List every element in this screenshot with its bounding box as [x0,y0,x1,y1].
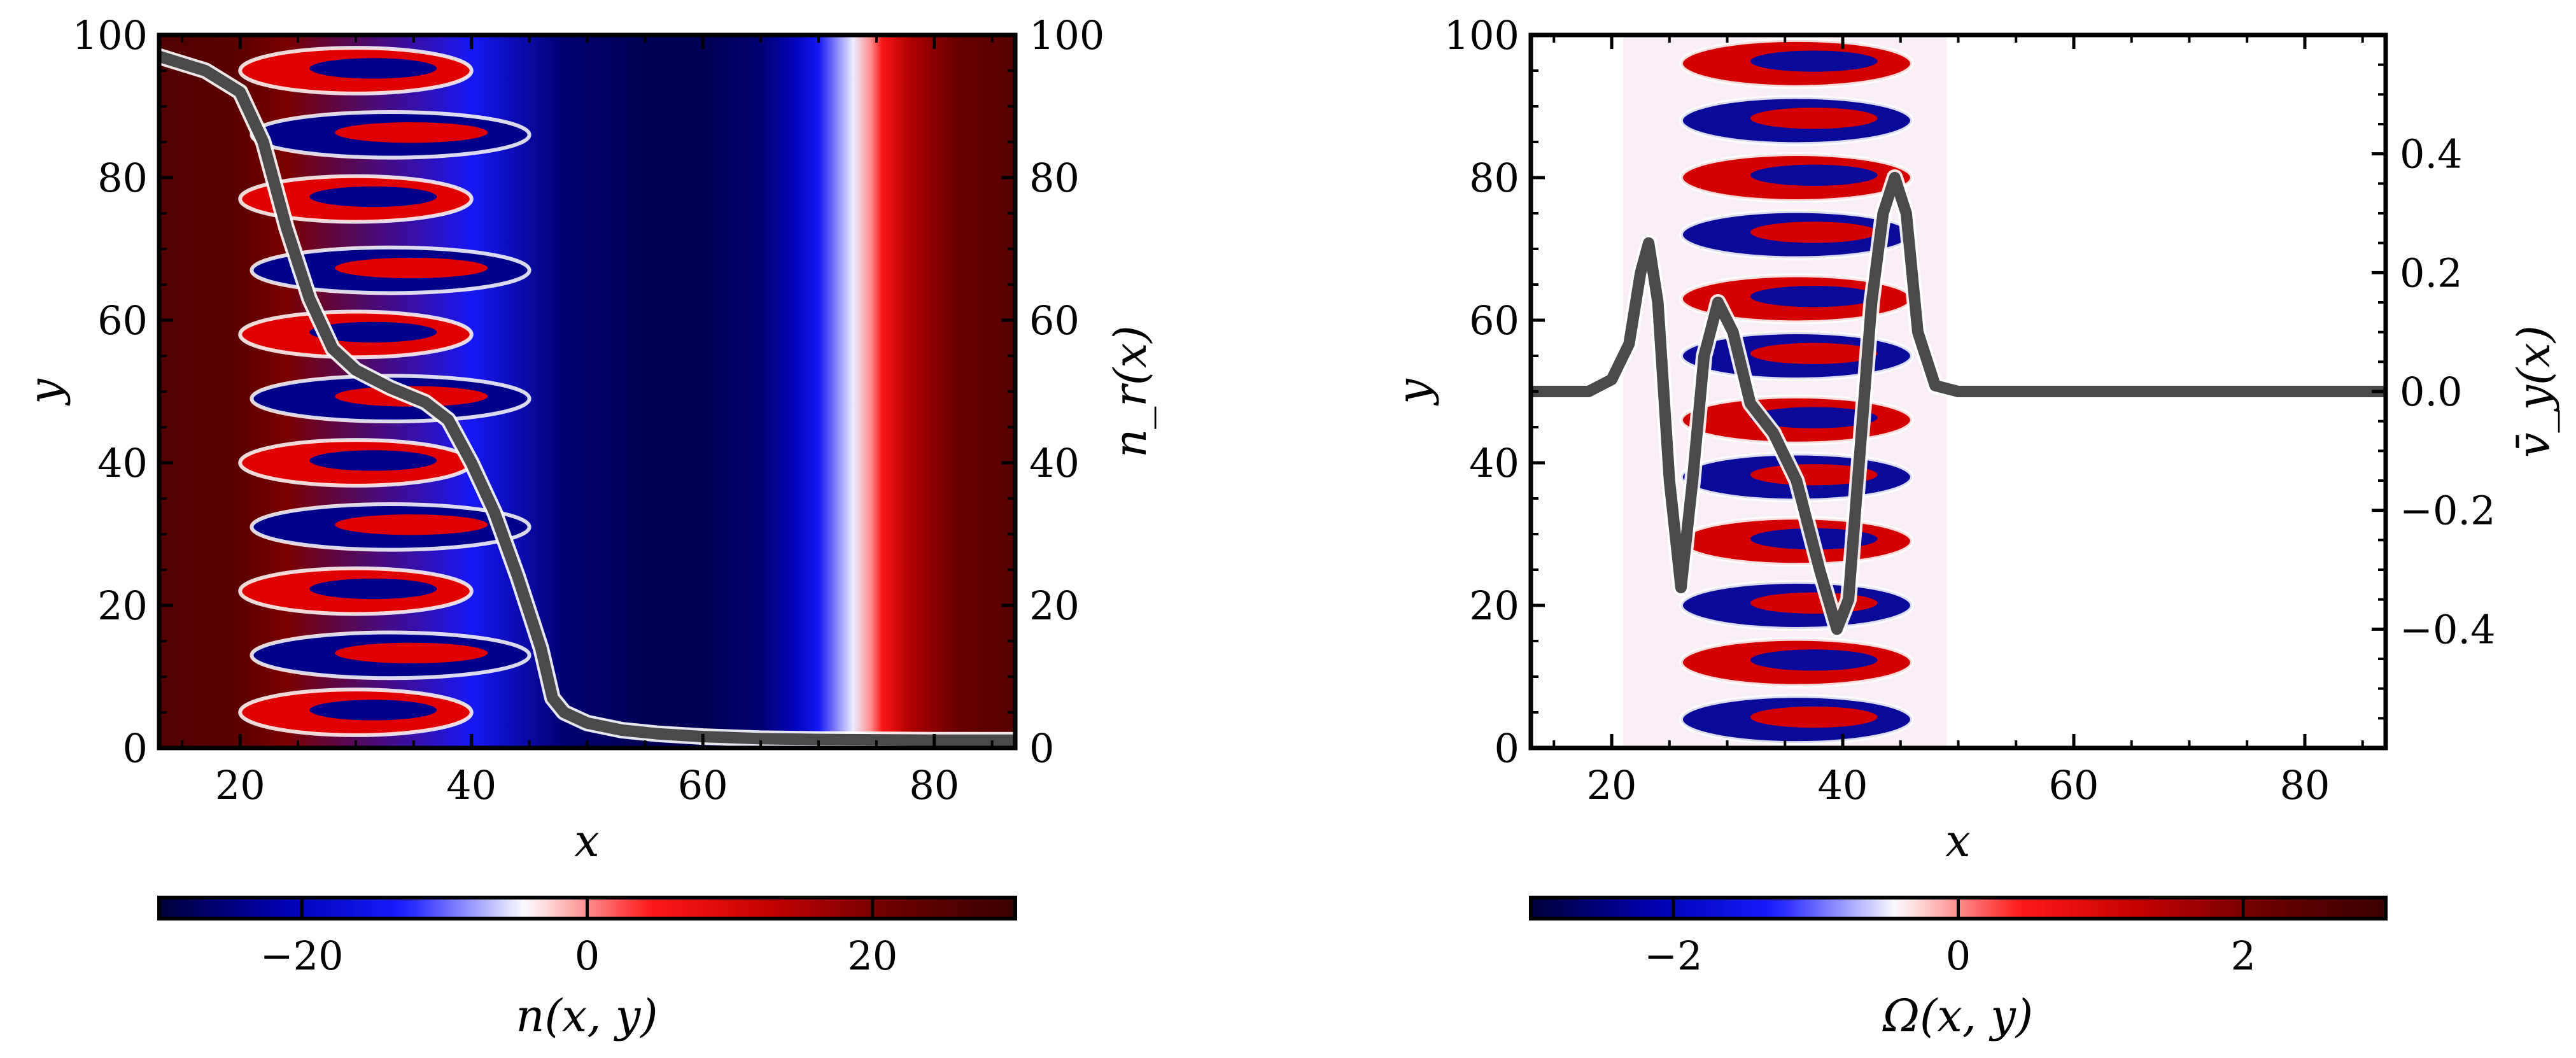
density-vortex-structures [238,46,531,737]
density-x-axis-label: x [574,815,599,867]
vortex-lobe-core [309,578,437,600]
colorbar-tick-label: −2 [1644,933,1702,979]
right-y-tick-label: 80 [1029,155,1080,201]
x-tick-label: 60 [678,762,728,808]
vortex-lobe-rim [238,688,474,737]
right-y-tick-label: 0.2 [2400,250,2463,296]
vortex-lobe-rim [1679,95,1914,146]
y-tick-label: 100 [1444,12,1519,59]
vortex-lobe-core [335,257,488,279]
vortex-lobe-rim [1679,637,1914,688]
vortex-lobe-rim [238,46,474,95]
vortex-lobe-core [1750,222,1878,243]
vortex-lobe-core [309,700,437,721]
vorticity-y-axis-label: y [1388,378,1440,406]
right-y-tick-label: 20 [1029,582,1080,629]
vortex-lobe-rim [1679,694,1914,745]
vorticity-colorbar-ticks: −2 0 2 [1644,898,2256,979]
vortex-lobe-core [335,514,488,535]
density-colorbar-ticks: −20 0 20 [260,898,897,979]
vortex-lobe-core [309,450,437,471]
vortex-lobe-core [1750,407,1878,428]
vortex-lobe-rim [1679,330,1914,381]
vortex-lobe-core [309,58,437,79]
vortex-lobe-core [1750,286,1878,307]
x-tick-label: 40 [1818,762,1868,808]
y-tick-label: 100 [73,12,148,59]
right-y-tick-label: 0 [1029,725,1054,772]
velocity-profile-line-group [1531,169,2386,638]
y-tick-label: 60 [1469,297,1519,344]
right-y-tick-label: −0.4 [2400,606,2496,652]
x-tick-label: 80 [909,762,959,808]
vortex-lobe-core [335,642,488,663]
vortex-lobe-rim [1679,394,1914,446]
vortex-lobe-rim [238,566,474,616]
vortex-lobe-core [309,186,437,208]
y-tick-label: 40 [1469,440,1519,486]
x-tick-label: 60 [2049,762,2099,808]
y-tick-label: 0 [1495,725,1519,772]
y-tick-label: 60 [97,297,148,344]
vortex-lobe-rim [1679,38,1914,89]
colorbar-tick-label: 0 [575,933,600,979]
density-right-axis-label: n_r(x) [1104,325,1157,458]
right-y-tick-label: 60 [1029,297,1080,344]
x-tick-label: 20 [1587,762,1637,808]
x-tick-label: 80 [2280,762,2330,808]
vorticity-colorbar-label: Ω(x, y) [1882,990,2033,1042]
vorticity-right-axis-label: v̄_y(x) [2508,325,2560,458]
y-tick-label: 20 [1469,582,1519,629]
vortex-lobe-rim [250,502,531,552]
vortex-lobe-rim [1679,580,1914,631]
vortex-lobe-rim [238,309,474,360]
vortex-lobe-core [309,321,437,342]
density-colorbar-label: n(x, y) [516,990,658,1042]
y-tick-label: 20 [97,582,148,629]
x-tick-label: 40 [446,762,496,808]
vortex-lobe-rim [250,245,531,295]
y-tick-label: 40 [97,440,148,486]
right-y-tick-label: −0.2 [2400,488,2496,534]
vorticity-axis-ticks: 20 40 60 80 0 20 40 60 80 100 −0.4 −0.2 0.0 0.2 0.4 [1444,12,2496,808]
vortex-lobe-core [1750,50,1878,72]
vortex-lobe-core [1750,649,1878,671]
y-tick-label: 80 [1469,155,1519,201]
vortex-lobe-core [335,122,488,143]
colorbar-tick-label: 20 [847,933,897,979]
x-tick-label: 20 [215,762,265,808]
vortex-lobe-core [1750,706,1878,728]
velocity-profile-line [1531,172,2386,635]
density-y-axis-label: y [19,378,71,406]
vortex-lobe-rim [238,174,474,224]
density-plot-frame [157,32,1018,751]
vortex-lobe-rim [250,374,531,424]
y-tick-label: 0 [123,725,148,772]
colorbar-tick-label: 0 [1946,933,1971,979]
right-y-tick-label: 100 [1029,12,1104,59]
vortex-lobe-core [1750,164,1878,186]
colorbar-tick-label: 2 [2230,933,2255,979]
vortex-lobe-rim [250,630,531,681]
right-y-tick-label: 0.4 [2400,131,2463,178]
vortex-lobe-core [1750,108,1878,129]
right-y-tick-label: 0.0 [2400,369,2463,415]
vortex-lobe-rim [1679,152,1914,203]
y-tick-label: 80 [97,155,148,201]
right-y-tick-label: 40 [1029,440,1080,486]
colorbar-tick-label: −20 [260,933,344,979]
vortex-lobe-core [1750,592,1878,614]
vortex-lobe-core [1750,342,1878,364]
vorticity-plot-frame [1528,32,2388,751]
density-panel: 20 40 60 80 0 20 40 60 80 100 0 20 40 60 80 100 x y n_r… [19,12,1157,1042]
vorticity-x-axis-label: x [1945,815,1970,867]
